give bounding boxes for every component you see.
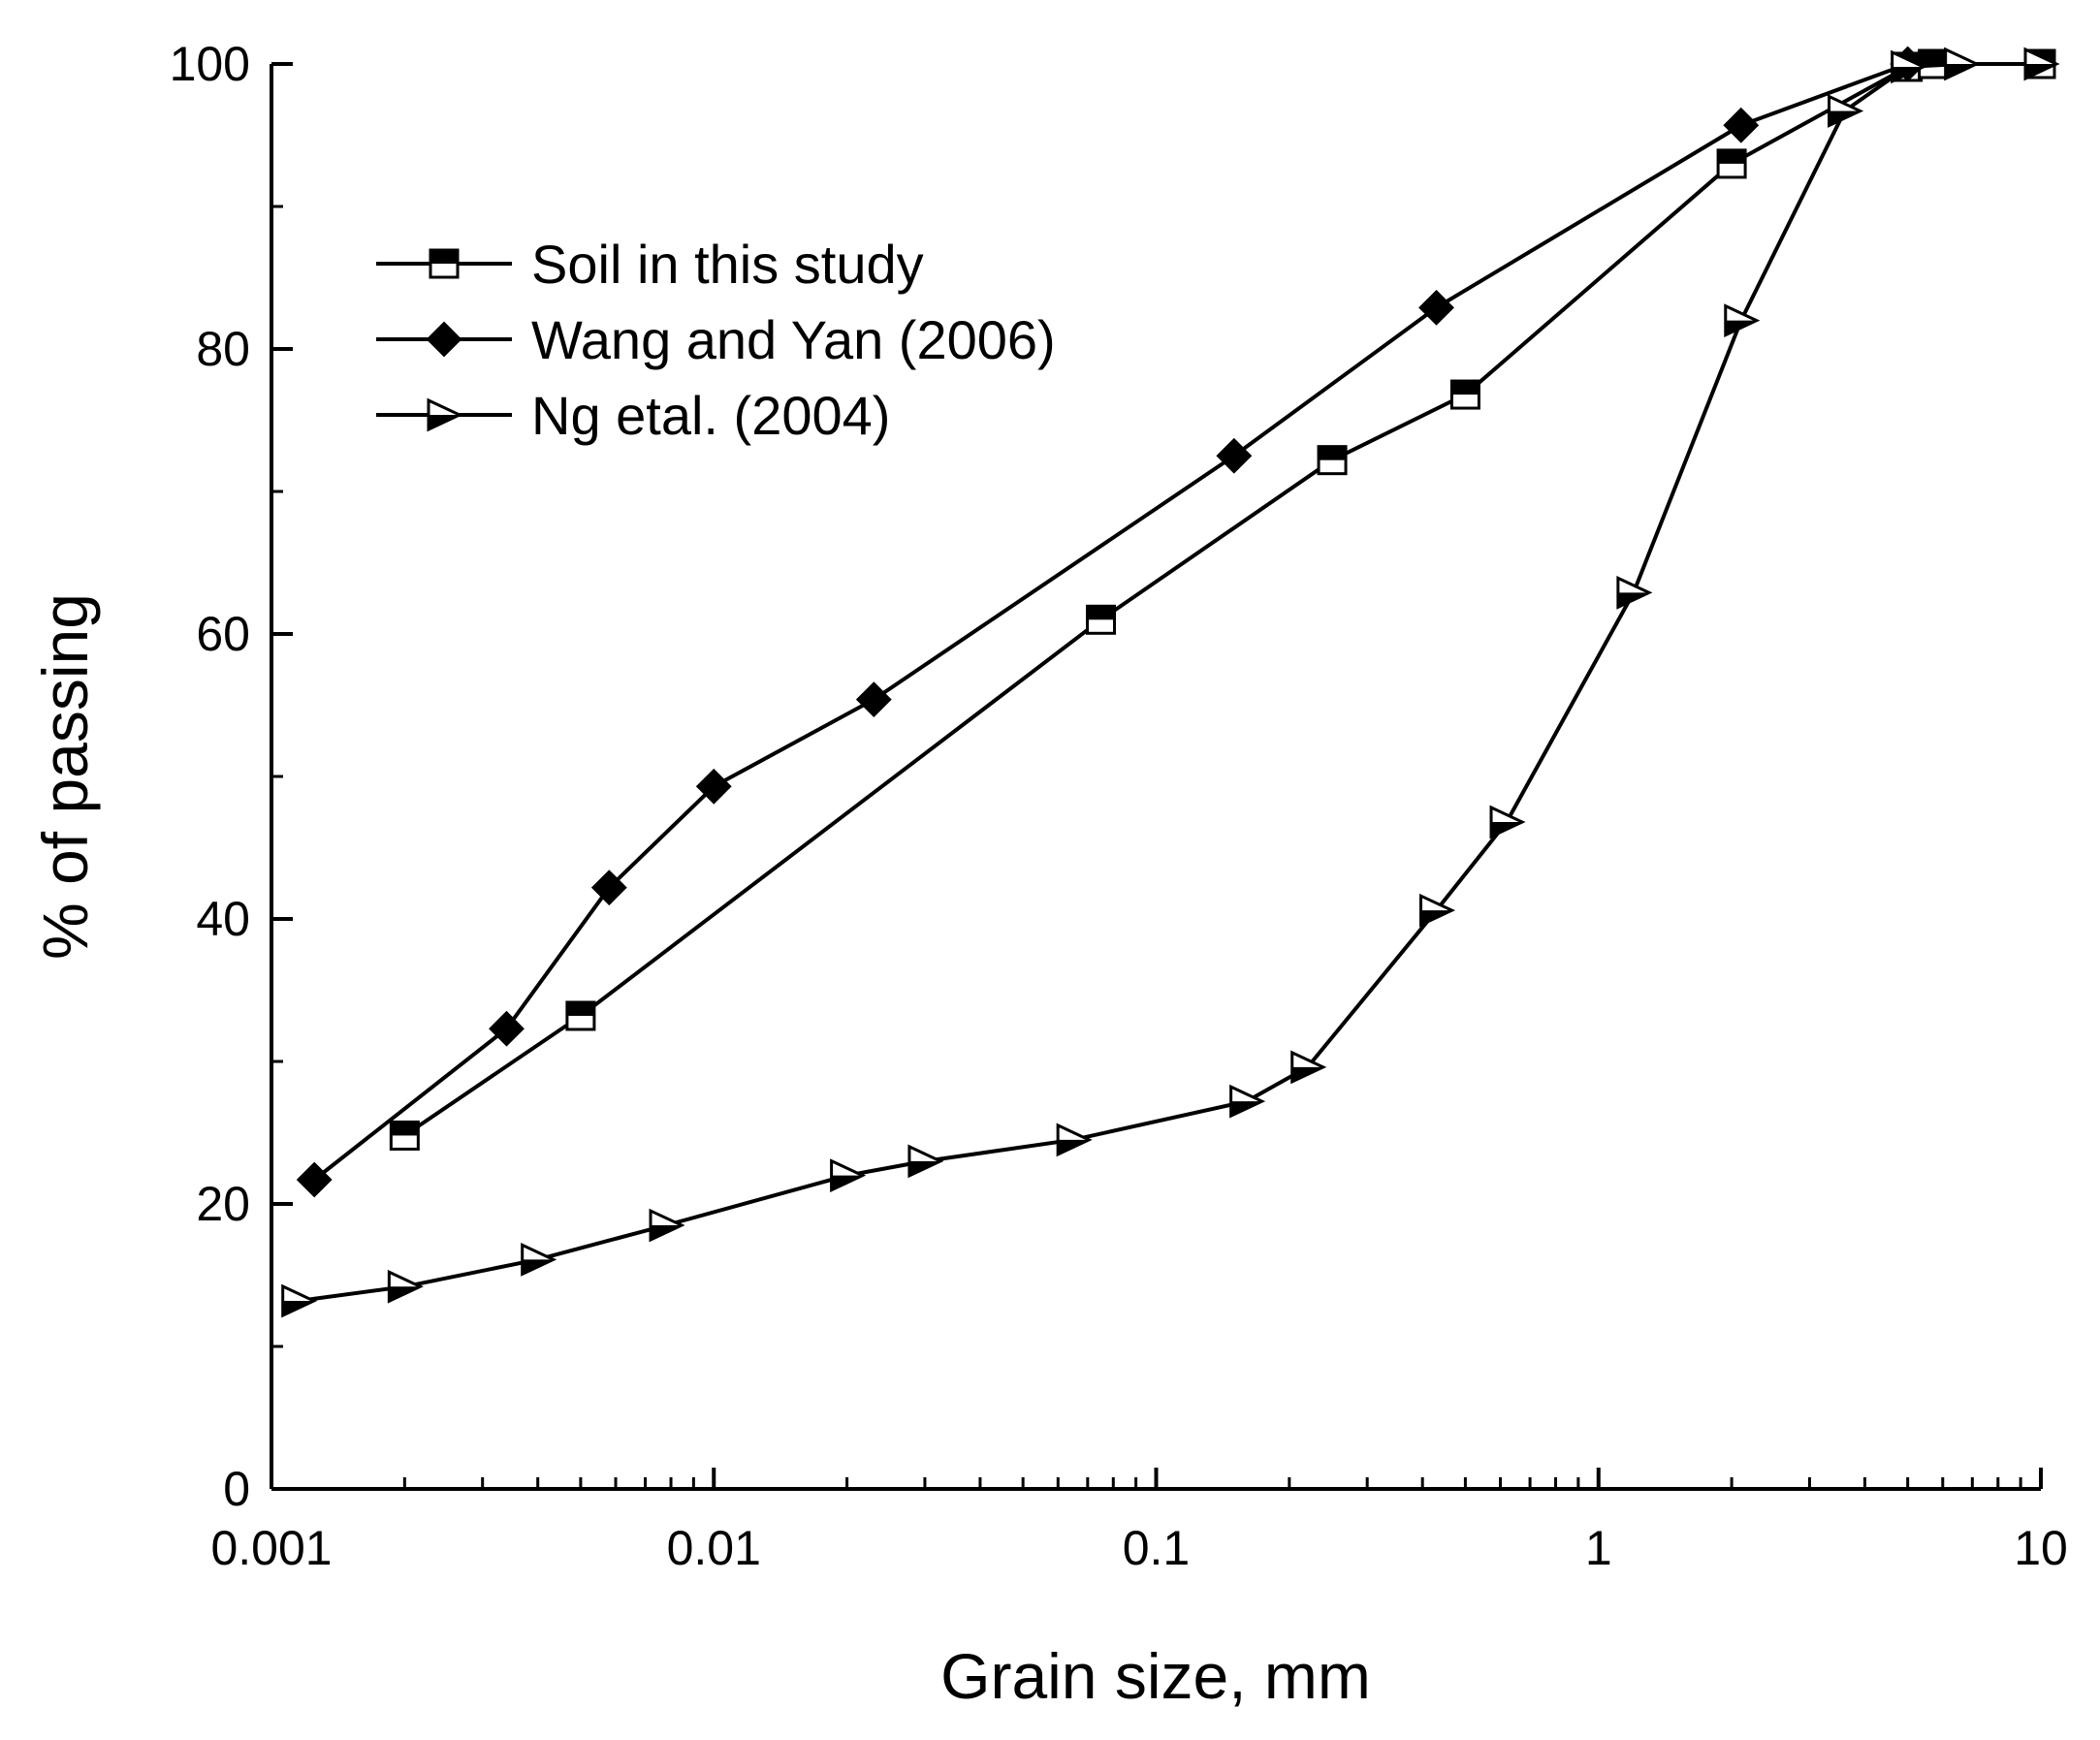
legend-marker bbox=[426, 321, 462, 358]
x-tick-label: 1 bbox=[1585, 1521, 1612, 1575]
data-point bbox=[281, 1283, 318, 1318]
marker-fill bbox=[1451, 381, 1480, 395]
marker-fill bbox=[1420, 910, 1452, 926]
series-1 bbox=[389, 48, 2056, 1151]
marker-diamond bbox=[1723, 107, 1760, 143]
data-point bbox=[1716, 148, 1747, 179]
marker-diamond bbox=[590, 870, 627, 906]
x-axis-title: Grain size, mm bbox=[940, 1640, 1371, 1712]
marker-fill bbox=[1892, 66, 1924, 81]
data-point bbox=[1056, 1123, 1093, 1157]
marker-fill bbox=[1718, 149, 1746, 164]
y-tick-label: 100 bbox=[170, 37, 250, 91]
marker-diamond bbox=[695, 768, 732, 805]
series-line bbox=[403, 62, 2041, 1138]
data-point bbox=[1724, 303, 1761, 337]
data-point bbox=[1944, 47, 1981, 81]
marker-fill bbox=[2025, 64, 2056, 79]
data-point bbox=[521, 1242, 557, 1277]
legend: Soil in this study Wang and Yan (2006) Ng … bbox=[376, 234, 1056, 446]
marker-diamond bbox=[855, 681, 892, 718]
data-point bbox=[1290, 1050, 1327, 1085]
data-point bbox=[1616, 576, 1653, 610]
y-tick-label: 80 bbox=[196, 322, 250, 376]
data-point bbox=[590, 870, 627, 906]
data-point bbox=[649, 1208, 685, 1243]
data-point bbox=[489, 1010, 525, 1047]
data-point bbox=[830, 1158, 867, 1192]
y-axis-title: % of passing bbox=[29, 593, 101, 960]
marker-fill bbox=[282, 1300, 314, 1315]
data-point bbox=[1418, 289, 1454, 326]
marker-fill bbox=[1945, 64, 1977, 79]
data-point bbox=[1085, 604, 1116, 635]
marker-fill bbox=[1319, 446, 1347, 460]
marker-fill bbox=[908, 1160, 940, 1176]
series-layer bbox=[281, 46, 2060, 1318]
marker-fill bbox=[1291, 1066, 1323, 1082]
data-point bbox=[1891, 49, 1927, 84]
marker-fill bbox=[1087, 606, 1115, 620]
legend-label: Wang and Yan (2006) bbox=[531, 309, 1056, 370]
series-3 bbox=[281, 47, 2060, 1318]
x-tick-label: 0.01 bbox=[667, 1521, 761, 1575]
marker-fill bbox=[391, 1122, 419, 1136]
marker-fill bbox=[1491, 822, 1523, 838]
marker-diamond bbox=[489, 1010, 525, 1047]
data-point bbox=[1723, 107, 1760, 143]
data-point bbox=[1229, 1084, 1266, 1119]
legend-entry-2: Wang and Yan (2006) bbox=[376, 309, 1056, 370]
marker-fill bbox=[651, 1225, 683, 1241]
marker-fill bbox=[1829, 111, 1861, 126]
marker-fill bbox=[1725, 320, 1757, 335]
marker-fill bbox=[522, 1259, 554, 1275]
data-point bbox=[1449, 379, 1480, 410]
marker-fill bbox=[1058, 1139, 1090, 1155]
legend-entry-1: Soil in this study bbox=[376, 234, 924, 295]
data-point bbox=[907, 1144, 944, 1179]
data-point bbox=[855, 681, 892, 718]
marker-fill bbox=[1919, 50, 1947, 64]
marker-diamond bbox=[296, 1161, 333, 1198]
y-tick-label: 0 bbox=[223, 1462, 250, 1516]
marker-fill bbox=[429, 415, 460, 429]
legend-entry-3: Ng etal. (2004) bbox=[376, 385, 890, 446]
data-point bbox=[1828, 94, 1864, 128]
data-point bbox=[1216, 437, 1253, 474]
marker-fill bbox=[1617, 592, 1649, 608]
y-tick-label: 40 bbox=[196, 892, 250, 946]
marker-fill bbox=[566, 1001, 594, 1016]
data-point bbox=[1317, 445, 1348, 476]
y-tick-label: 60 bbox=[196, 607, 250, 661]
marker-diamond bbox=[426, 321, 462, 358]
data-point bbox=[695, 768, 732, 805]
data-point bbox=[296, 1161, 333, 1198]
legend-label: Soil in this study bbox=[531, 234, 924, 295]
legend-marker bbox=[427, 397, 463, 432]
ticks: 0 20 40 60 80 100 0.001 0.01 0.1 1 10 bbox=[170, 37, 2068, 1575]
legend-label: Ng etal. (2004) bbox=[531, 385, 890, 446]
data-point bbox=[565, 1000, 596, 1031]
data-point bbox=[389, 1120, 420, 1151]
x-tick-label: 10 bbox=[2014, 1521, 2068, 1575]
marker-diamond bbox=[1418, 289, 1454, 326]
x-tick-label: 0.001 bbox=[210, 1521, 332, 1575]
legend-marker bbox=[429, 248, 460, 279]
marker-fill bbox=[389, 1286, 421, 1302]
data-point bbox=[1489, 805, 1526, 839]
data-point bbox=[2023, 47, 2060, 81]
marker-fill bbox=[1230, 1101, 1262, 1117]
marker-fill bbox=[831, 1175, 863, 1190]
y-tick-label: 20 bbox=[196, 1177, 250, 1231]
marker-diamond bbox=[1216, 437, 1253, 474]
data-point bbox=[1419, 893, 1456, 928]
x-tick-label: 0.1 bbox=[1123, 1521, 1191, 1575]
marker-fill bbox=[430, 250, 458, 264]
data-point bbox=[387, 1269, 424, 1304]
